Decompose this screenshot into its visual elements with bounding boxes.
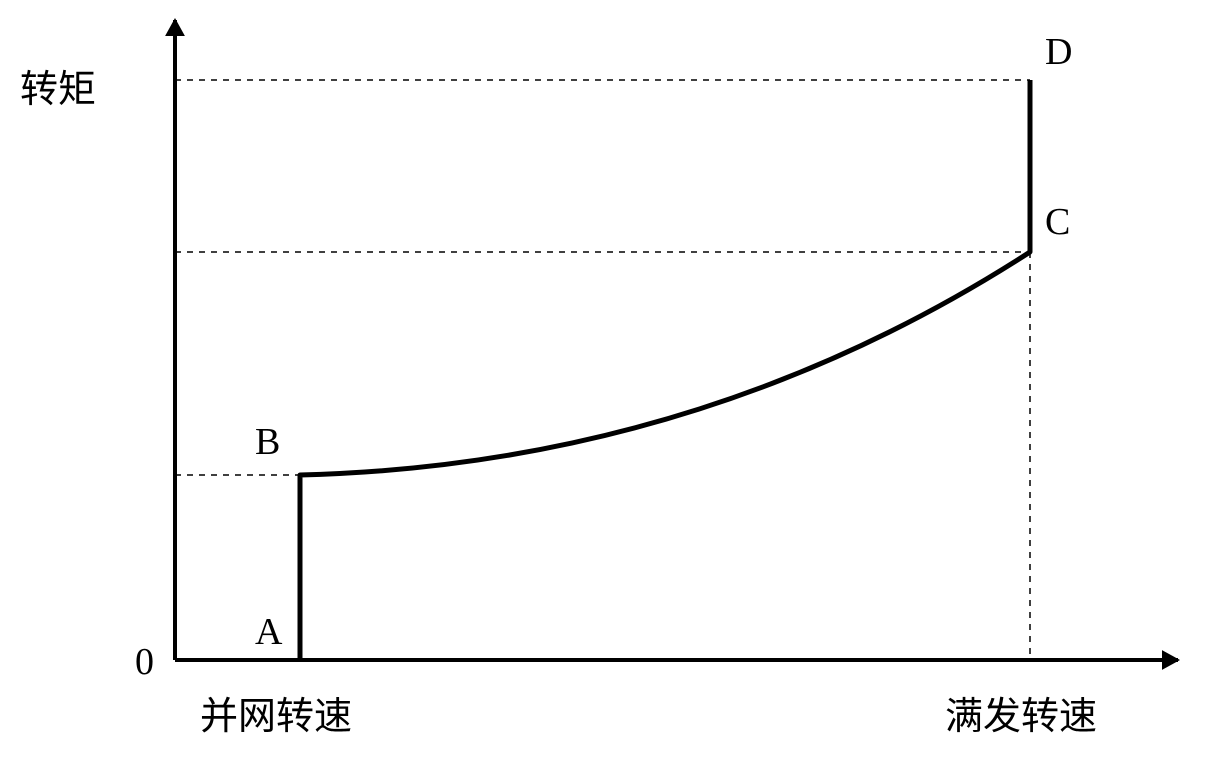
point-a-label: A <box>255 610 282 654</box>
torque-curve <box>300 80 1030 660</box>
point-b-label: B <box>255 420 280 464</box>
x-tick-left-label: 并网转速 <box>200 685 352 740</box>
point-c-label: C <box>1045 200 1070 244</box>
torque-speed-diagram <box>0 0 1215 771</box>
origin-label: 0 <box>135 640 154 684</box>
x-tick-right-label: 满发转速 <box>945 685 1097 740</box>
point-d-label: D <box>1045 30 1072 74</box>
dashed-guides <box>175 80 1030 660</box>
y-axis-label: 转矩 <box>20 58 96 113</box>
